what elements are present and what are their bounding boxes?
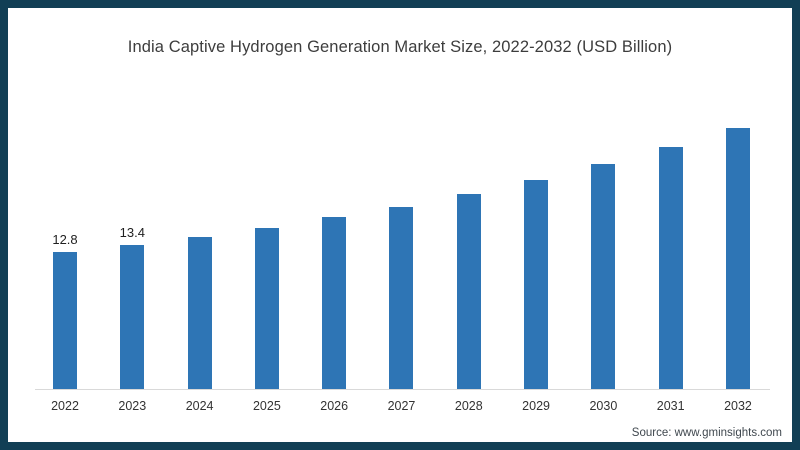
bar bbox=[187, 237, 212, 389]
bar-group-2023: 13.4 2023 bbox=[110, 118, 154, 413]
x-tick-label: 2028 bbox=[454, 399, 483, 413]
chart-title: India Captive Hydrogen Generation Market… bbox=[127, 38, 673, 56]
bar-group-2030: 2030 bbox=[581, 118, 625, 413]
bar bbox=[658, 147, 683, 389]
bar-group-2026: 2026 bbox=[312, 118, 356, 413]
bar bbox=[322, 217, 347, 389]
bar-group-2024: 2024 bbox=[178, 118, 222, 413]
x-tick-label: 2032 bbox=[724, 399, 752, 413]
x-tick-label: 2025 bbox=[252, 399, 281, 413]
bar-value-label: 12.8 bbox=[52, 232, 78, 247]
bar-group-2031: 2031 bbox=[649, 118, 693, 413]
x-tick-label: 2027 bbox=[387, 399, 416, 413]
bar-group-2022: 12.8 2022 bbox=[43, 118, 87, 413]
bar-group-2027: 2027 bbox=[379, 118, 423, 413]
bar bbox=[120, 245, 145, 389]
bar-group-2029: 2029 bbox=[514, 118, 558, 413]
source-attribution: Source: www.gminsights.com bbox=[631, 427, 782, 439]
bar-group-2025: 2025 bbox=[245, 118, 289, 413]
bar bbox=[524, 180, 549, 389]
bar bbox=[725, 128, 750, 389]
x-tick-label: 2026 bbox=[320, 399, 349, 413]
bar bbox=[591, 164, 616, 389]
bar bbox=[456, 194, 481, 389]
x-tick-label: 2029 bbox=[522, 399, 550, 413]
bar bbox=[53, 252, 77, 389]
x-tick-label: 2023 bbox=[118, 399, 147, 413]
plot-area: 12.8 2022 13.4 2023 2024 2025 2026 2027 2028 2029… bbox=[35, 118, 770, 413]
x-tick-label: 2030 bbox=[589, 399, 618, 413]
bar bbox=[389, 207, 414, 389]
x-tick-label: 2031 bbox=[656, 399, 685, 413]
bar-value-label: 13.4 bbox=[119, 225, 145, 240]
bar-group-2032: 2032 bbox=[716, 118, 760, 413]
x-tick-label: 2024 bbox=[185, 399, 214, 413]
bar-group-2028: 2028 bbox=[447, 118, 491, 413]
bar bbox=[254, 228, 279, 389]
x-tick-label: 2022 bbox=[51, 399, 79, 413]
